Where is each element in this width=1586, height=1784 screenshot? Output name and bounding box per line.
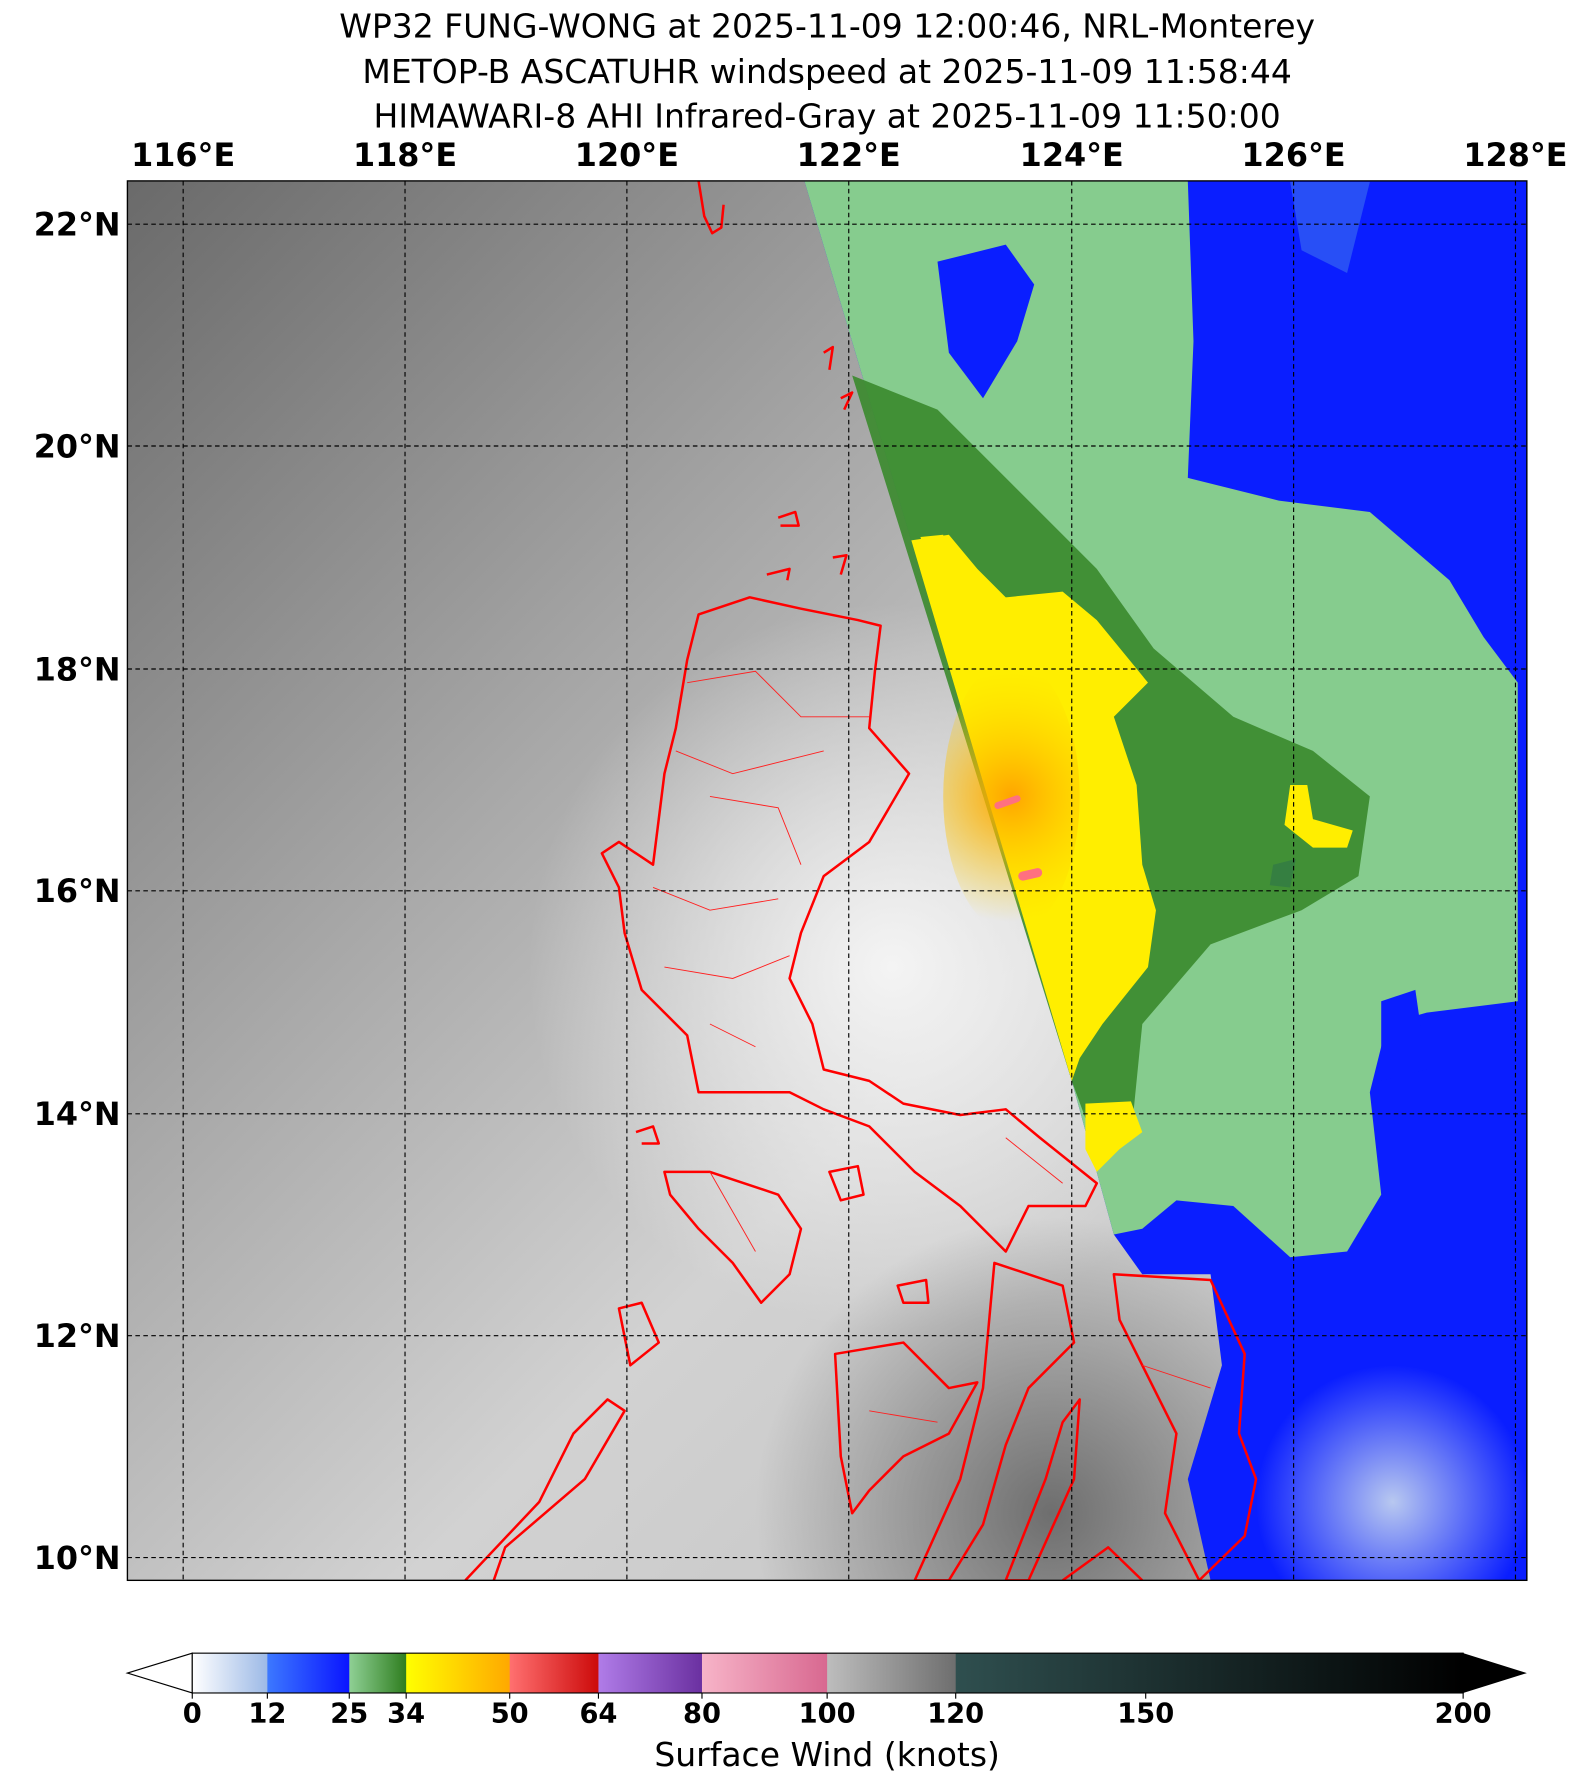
calm-pocket	[937, 244, 1035, 399]
colorbar-extend-low	[125, 1652, 193, 1694]
lon-label: 122°E	[797, 136, 901, 174]
coast-mindanao	[1061, 1546, 1144, 1581]
coast-small-islands	[617, 345, 854, 1367]
coast-marinduque	[828, 1164, 865, 1202]
colorbar-label: Surface Wind (knots)	[654, 1735, 1000, 1774]
lon-label: 118°E	[353, 136, 457, 174]
colorbar-tick-label: 100	[799, 1699, 856, 1730]
coast-cebu	[1004, 1398, 1081, 1581]
coastlines	[464, 180, 1258, 1581]
colorbar-tick-label: 12	[248, 1699, 286, 1730]
title-line-1: WP32 FUNG-WONG at 2025-11-09 12:00:46, N…	[339, 7, 1315, 46]
colorbar-tick-label: 80	[683, 1699, 721, 1730]
wind-swath	[804, 180, 1527, 1581]
lon-label: 128°E	[1463, 136, 1567, 174]
lat-label: 12°N	[34, 1317, 121, 1355]
colorbar-segment	[701, 1653, 828, 1693]
coast-masbate	[896, 1278, 930, 1304]
wind-50kt-core	[943, 659, 1080, 933]
colorbar-segment	[406, 1653, 511, 1693]
colorbar-segment	[598, 1653, 703, 1693]
lon-label: 116°E	[131, 136, 235, 174]
wind-weak-region	[1290, 182, 1370, 274]
coast-mindoro	[663, 1170, 803, 1304]
province-borders	[652, 670, 1211, 1423]
coast-panay	[833, 1341, 979, 1515]
lat-label: 22°N	[34, 206, 121, 244]
colorbar-tick-label: 50	[491, 1699, 529, 1730]
map-panel	[127, 180, 1527, 1581]
colorbar-segment	[827, 1653, 957, 1693]
colorbar-tick-label: 64	[579, 1699, 617, 1730]
colorbar-tick-label: 0	[183, 1699, 202, 1730]
lat-label: 14°N	[34, 1095, 121, 1133]
lat-label: 20°N	[34, 427, 121, 465]
lat-label: 10°N	[34, 1539, 121, 1577]
colorbar-tick-label: 25	[330, 1699, 368, 1730]
gridlines	[127, 180, 1527, 1581]
lon-label: 126°E	[1242, 136, 1346, 174]
map-frame	[126, 180, 1528, 1582]
colorbar-extend-high	[1463, 1653, 1527, 1693]
coast-palawan	[464, 1398, 626, 1581]
colorbar-segment	[192, 1653, 268, 1693]
colorbar-segment	[509, 1653, 600, 1693]
colorbar-segment	[955, 1653, 1464, 1693]
lat-label: 16°N	[34, 872, 121, 910]
lat-label: 18°N	[34, 650, 121, 688]
title-line-2: METOP-B ASCATUHR windspeed at 2025-11-09…	[362, 52, 1292, 91]
colorbar-segment	[267, 1653, 350, 1693]
coast-visayas	[913, 1261, 1076, 1581]
colorbar: 0 12 25 34 50 64 80 100 120 150 200	[125, 1652, 1527, 1730]
colorbar-tick-label: 200	[1435, 1699, 1492, 1730]
lon-label: 120°E	[575, 136, 679, 174]
colorbar-tick-label: 150	[1117, 1699, 1174, 1730]
colorbar-segment	[349, 1653, 407, 1693]
colorbar-tick-label: 34	[387, 1699, 425, 1730]
title-line-3: HIMAWARI-8 AHI Infrared-Gray at 2025-11-…	[374, 96, 1281, 135]
coast-luzon	[600, 596, 1099, 1253]
lon-label: 124°E	[1020, 136, 1124, 174]
longitude-labels: 116°E 118°E 120°E 122°E 124°E 126°E 128°…	[131, 136, 1567, 174]
colorbar-tick-label: 120	[927, 1699, 984, 1730]
coast-taiwan	[697, 180, 725, 235]
latitude-labels: 22°N 20°N 18°N 16°N 14°N 12°N 10°N	[34, 206, 121, 1577]
